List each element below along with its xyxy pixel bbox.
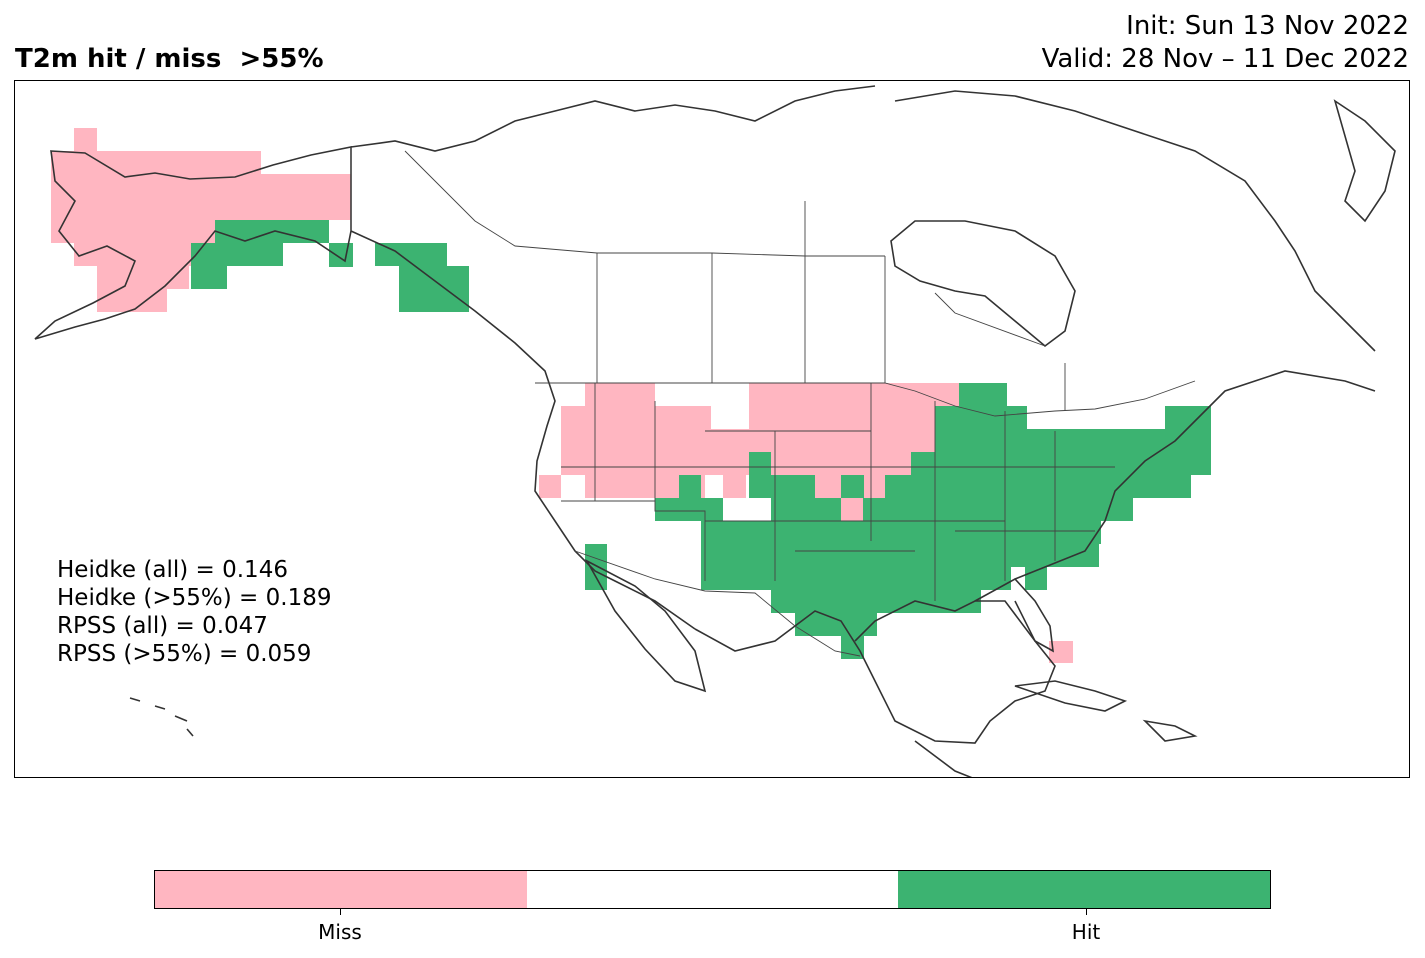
hit-cell [1165, 406, 1211, 429]
hit-cell [771, 498, 841, 521]
rpss-55: RPSS (>55%) = 0.059 [57, 641, 312, 667]
hit-cell [191, 266, 227, 289]
heidke-all: Heidke (all) = 0.146 [57, 557, 288, 583]
miss-cell [585, 383, 655, 406]
hit-cell [701, 567, 1011, 590]
colorbar-tick-hit [1086, 909, 1087, 915]
miss-cell [561, 452, 701, 475]
hit-cell [329, 243, 353, 267]
hit-cell [749, 452, 771, 475]
miss-cell [561, 406, 711, 429]
hit-cell [399, 266, 469, 289]
date-info: Init: Sun 13 Nov 2022 Valid: 28 Nov – 11… [1042, 10, 1409, 76]
hit-cell [795, 613, 877, 636]
hit-cell [885, 475, 1191, 498]
miss-cell [561, 429, 711, 452]
hit-cell [911, 452, 1211, 475]
hit-cell [679, 475, 701, 498]
coastlines [34, 85, 1396, 777]
hit-cell [935, 406, 1027, 429]
colorbar-miss-segment [155, 871, 527, 908]
miss-cell [97, 266, 189, 289]
score-panel: Heidke (all) = 0.146 Heidke (>55%) = 0.1… [57, 556, 331, 668]
hit-cell [655, 498, 701, 521]
hit-cell [701, 498, 723, 521]
colorbar-label-hit: Hit [1071, 920, 1101, 944]
hit-cell [191, 243, 283, 266]
hit-cell [421, 289, 469, 312]
hit-cell [585, 544, 607, 567]
hit-cell [1071, 429, 1211, 452]
hit-cell [749, 475, 815, 498]
miss-cell [771, 452, 935, 475]
miss-cell [1049, 641, 1073, 663]
miss-cell [97, 289, 167, 312]
rpss-all: RPSS (all) = 0.047 [57, 613, 268, 639]
hit-cell [935, 429, 1085, 452]
colorbar-hit-segment [898, 871, 1271, 908]
miss-cell [749, 383, 969, 406]
miss-cell [51, 197, 351, 220]
hit-cell [771, 590, 981, 613]
colorbar-tick-miss [340, 909, 341, 915]
map-canvas [34, 85, 1396, 777]
valid-range: Valid: 28 Nov – 11 Dec 2022 [1041, 44, 1409, 74]
map-panel [14, 80, 1410, 778]
miss-cell [74, 243, 214, 266]
colorbar-neutral-segment [526, 871, 899, 908]
hit-cell [959, 383, 1007, 406]
miss-cell [51, 174, 351, 197]
heidke-55: Heidke (>55%) = 0.189 [57, 585, 332, 611]
map-title: T2m hit / miss >55% [15, 44, 324, 74]
hit-cell [863, 498, 1133, 521]
miss-cell [539, 475, 561, 498]
miss-cell [585, 475, 705, 498]
miss-cell [74, 128, 97, 151]
hit-cell [841, 475, 864, 498]
colorbar [154, 870, 1271, 909]
hit-cell [375, 243, 447, 266]
colorbar-label-miss: Miss [318, 920, 362, 944]
hit-cell [701, 521, 1101, 544]
miss-cell [841, 498, 864, 521]
miss-cell [723, 475, 746, 498]
miss-cell [701, 452, 749, 475]
miss-cell [701, 429, 937, 452]
init-date: Init: Sun 13 Nov 2022 [1126, 11, 1409, 41]
miss-cell [51, 220, 215, 243]
hit-cell [701, 544, 1099, 567]
hit-miss-cells [51, 128, 1211, 663]
miss-cell [749, 406, 969, 429]
political-borders [350, 147, 1196, 657]
miss-cell [51, 151, 261, 174]
